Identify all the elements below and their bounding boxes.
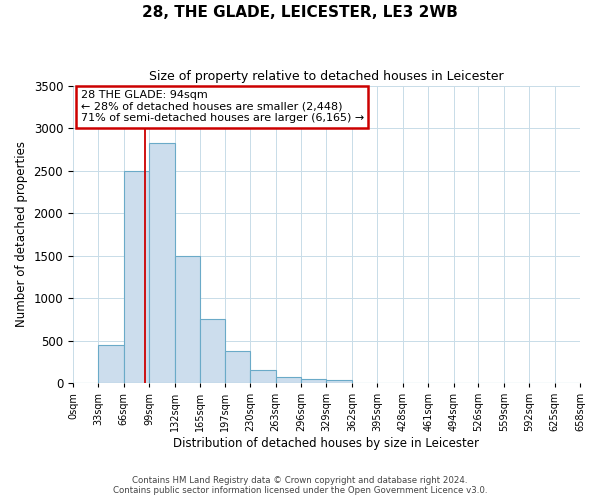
Bar xyxy=(200,320,225,383)
Bar xyxy=(301,379,326,383)
Bar xyxy=(225,350,250,383)
Text: Contains HM Land Registry data © Crown copyright and database right 2024.
Contai: Contains HM Land Registry data © Crown c… xyxy=(113,476,487,495)
Bar xyxy=(326,380,352,383)
Bar xyxy=(149,144,175,383)
Bar xyxy=(250,370,275,383)
Bar xyxy=(175,256,200,383)
Y-axis label: Number of detached properties: Number of detached properties xyxy=(15,142,28,328)
Bar xyxy=(124,170,149,383)
X-axis label: Distribution of detached houses by size in Leicester: Distribution of detached houses by size … xyxy=(173,437,479,450)
Text: 28, THE GLADE, LEICESTER, LE3 2WB: 28, THE GLADE, LEICESTER, LE3 2WB xyxy=(142,5,458,20)
Bar xyxy=(98,345,124,383)
Title: Size of property relative to detached houses in Leicester: Size of property relative to detached ho… xyxy=(149,70,504,83)
Text: 28 THE GLADE: 94sqm
← 28% of detached houses are smaller (2,448)
71% of semi-det: 28 THE GLADE: 94sqm ← 28% of detached ho… xyxy=(80,90,364,123)
Bar xyxy=(275,376,301,383)
